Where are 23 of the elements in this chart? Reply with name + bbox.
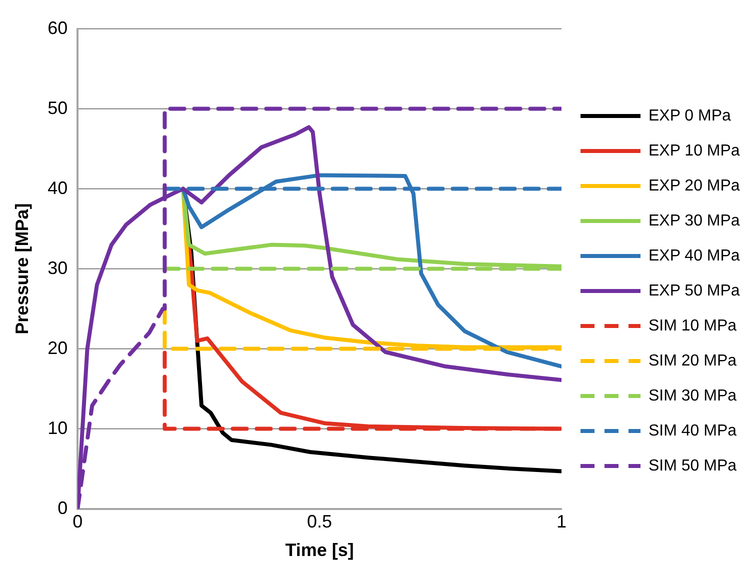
- legend-label: EXP 50 MPa: [648, 282, 740, 300]
- x-tick-label: 0: [72, 512, 83, 532]
- x-tick-label: 1: [556, 512, 567, 532]
- y-tick-label: 60: [48, 18, 68, 38]
- y-tick-label: 40: [48, 178, 68, 198]
- legend-label: SIM 10 MPa: [648, 317, 737, 334]
- legend-label: SIM 30 MPa: [648, 387, 737, 404]
- y-tick-label: 20: [48, 338, 68, 358]
- x-tick-label: 0.5: [307, 512, 332, 532]
- y-tick-label: 50: [48, 98, 68, 118]
- legend-label: SIM 40 MPa: [648, 422, 737, 440]
- legend-label: SIM 50 MPa: [648, 457, 737, 474]
- x-axis-title: Time [s]: [285, 540, 354, 560]
- legend-label: EXP 30 MPa: [648, 212, 740, 230]
- legend-label: EXP 0 MPa: [648, 107, 732, 124]
- y-tick-label: 0: [58, 498, 68, 518]
- y-tick-label: 10: [48, 418, 68, 438]
- y-tick-label: 30: [48, 258, 68, 278]
- legend-label: EXP 10 MPa: [648, 142, 740, 160]
- legend-label: EXP 20 MPa: [648, 177, 740, 194]
- legend-label: EXP 40 MPa: [648, 247, 740, 264]
- legend-label: SIM 20 MPa: [648, 352, 737, 370]
- y-axis-title: Pressure [MPa]: [12, 203, 32, 334]
